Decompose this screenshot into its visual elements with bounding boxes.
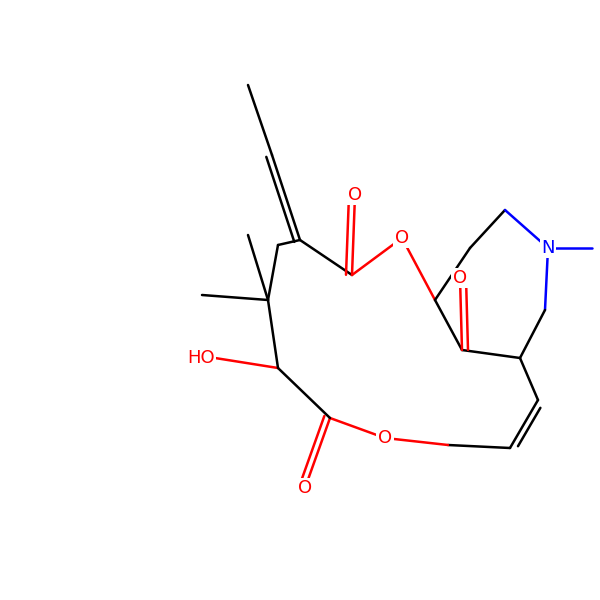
- Text: O: O: [298, 479, 312, 497]
- Text: O: O: [395, 229, 409, 247]
- Text: HO: HO: [187, 349, 215, 367]
- Text: O: O: [378, 429, 392, 447]
- Text: N: N: [541, 239, 555, 257]
- Text: O: O: [348, 186, 362, 204]
- Text: O: O: [453, 269, 467, 287]
